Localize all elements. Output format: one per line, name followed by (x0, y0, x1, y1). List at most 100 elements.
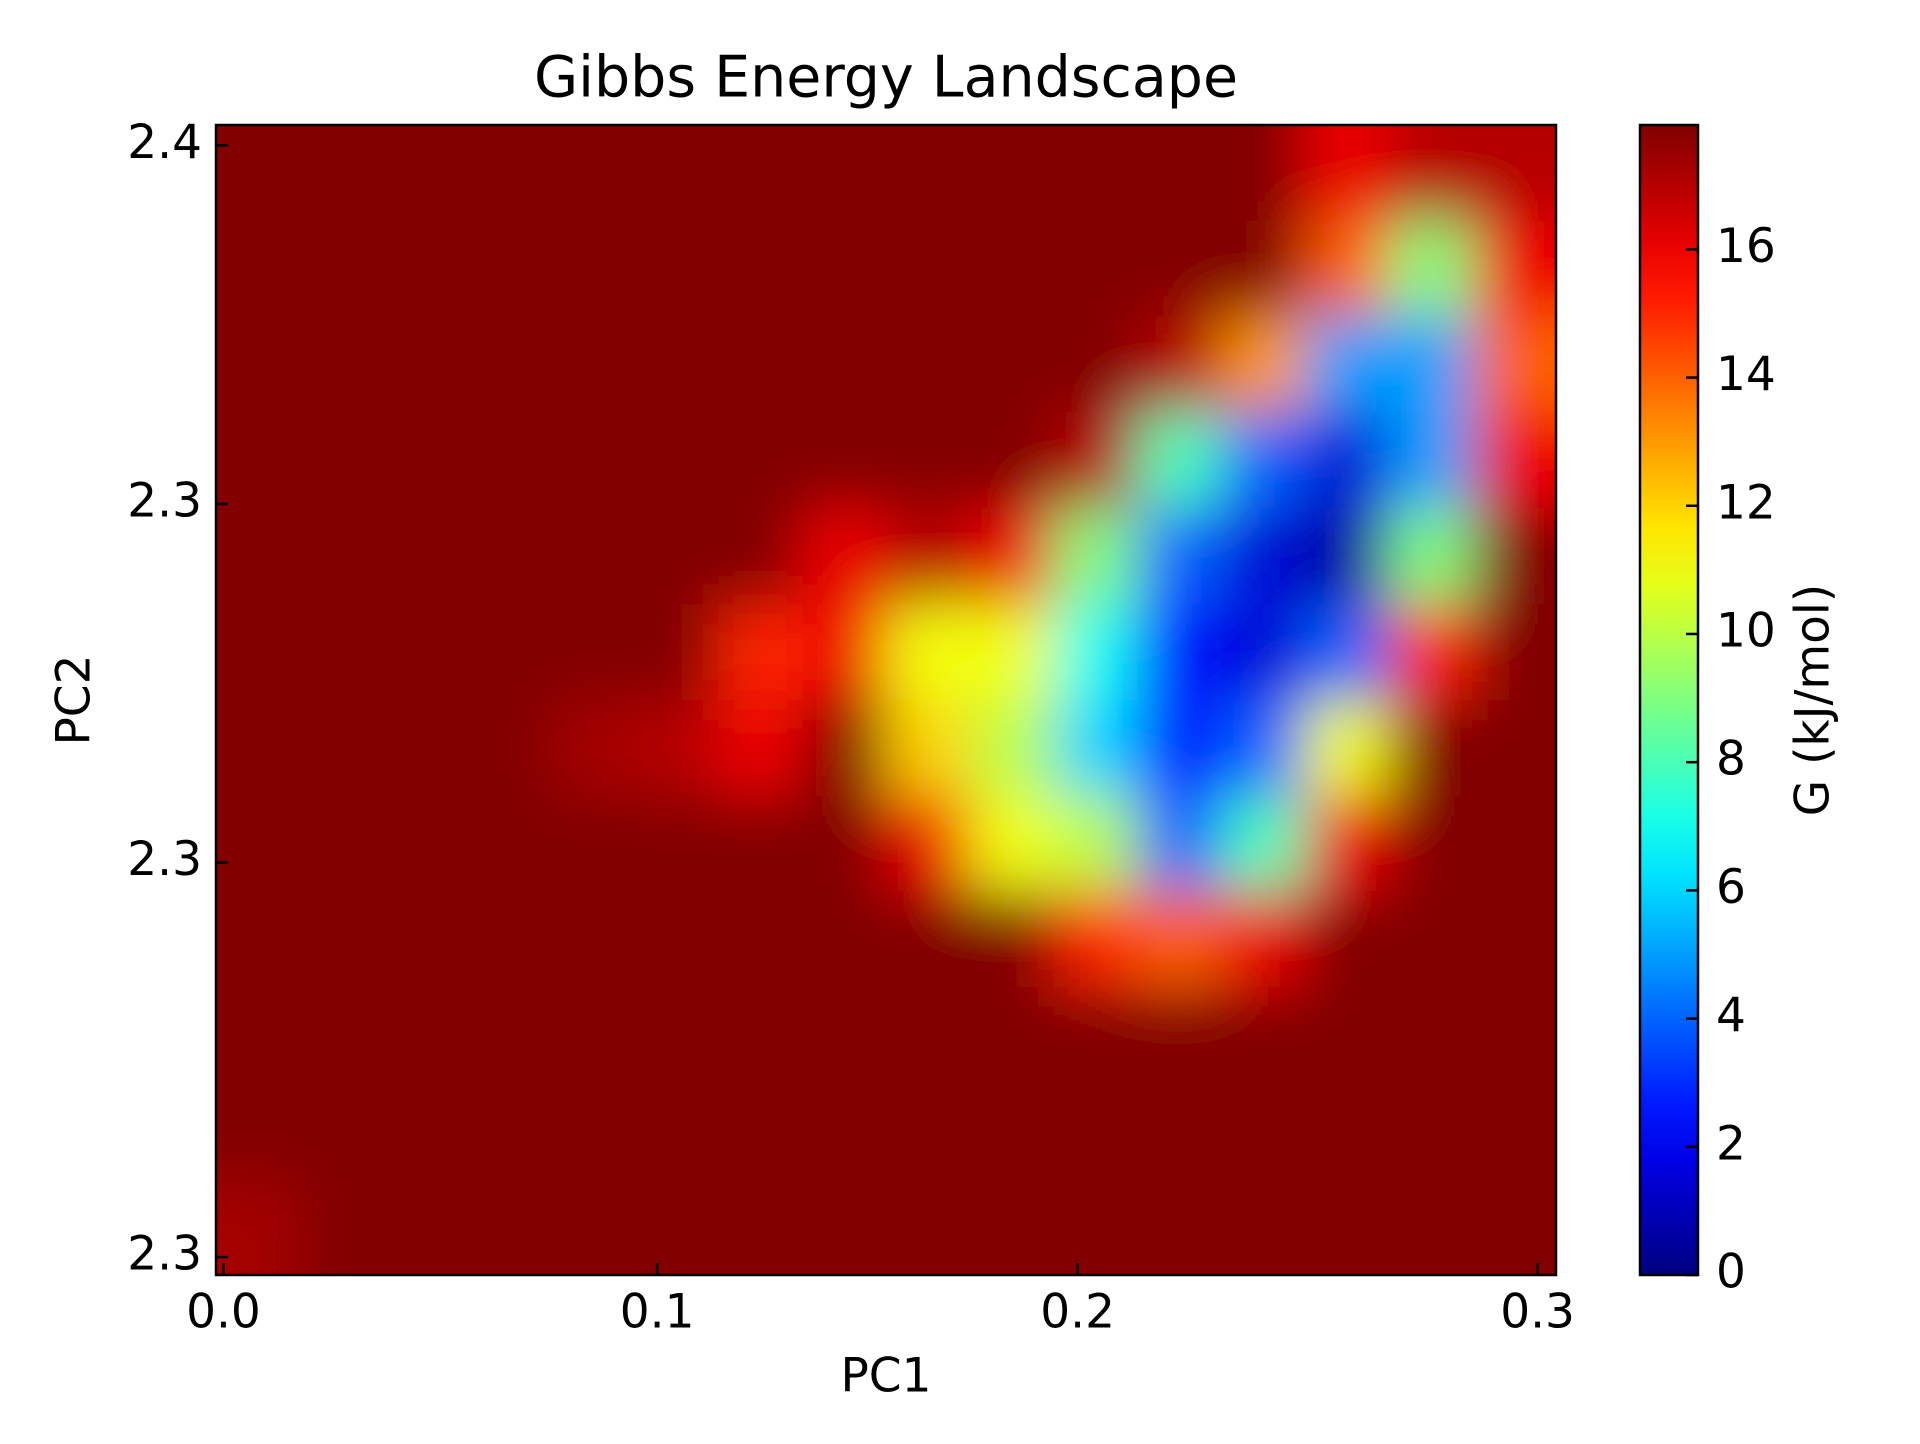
heatmap-cell (1388, 125, 1473, 222)
heatmap-cell (1304, 125, 1389, 222)
heatmap-cell (718, 891, 803, 988)
heatmap-cell (1388, 220, 1473, 317)
heatmap-cell (1472, 316, 1556, 413)
y-axis-label: PC2 (47, 654, 102, 745)
heatmap-cell (969, 795, 1055, 892)
heatmap-cell (1137, 125, 1222, 222)
heatmap-cell (467, 986, 552, 1084)
heatmap-cell (299, 604, 385, 701)
heatmap-cell (1304, 508, 1389, 605)
heatmap-cell (1472, 508, 1556, 605)
heatmap-cell (718, 795, 803, 892)
heatmap-cell (1137, 604, 1222, 701)
heatmap-cell (299, 508, 385, 605)
heatmap-cell (467, 700, 552, 797)
heatmap-cell (634, 604, 720, 701)
heatmap-cell (886, 891, 971, 988)
heatmap-cell (969, 411, 1055, 509)
heatmap-cell (551, 604, 636, 701)
axes: 0.0 0.1 0.2 0.3 2.4 2.3 2.3 2.3 0 2 4 6 8 10 12 14 16 (127, 115, 1776, 1340)
heatmap-cell (1388, 891, 1473, 988)
heatmap-cell (634, 220, 720, 317)
heatmap-cell (1221, 1179, 1306, 1275)
chart-title: Gibbs Energy Landscape (534, 45, 1238, 111)
plot-area (216, 125, 1556, 1275)
heatmap-cell (718, 1083, 803, 1180)
heatmap-cell (467, 604, 552, 701)
heatmap-cell (718, 316, 803, 413)
heatmap-cell (1388, 508, 1473, 605)
heatmap-cell (551, 316, 636, 413)
heatmap-cell (886, 508, 971, 605)
heatmap-cell (1304, 1179, 1389, 1275)
x-tick-label: 0.0 (186, 1285, 261, 1340)
heatmap-cell (216, 1083, 301, 1180)
heatmap-cell (1221, 891, 1306, 988)
heatmap-cell (886, 125, 971, 222)
heatmap-cell (1472, 1179, 1556, 1275)
heatmap-cell (299, 700, 385, 797)
colorbar-label: G (kJ/mol) (1786, 584, 1841, 817)
heatmap-cell (1472, 220, 1556, 317)
colorbar-tick-label: 4 (1716, 988, 1746, 1043)
heatmap-cell (551, 1179, 636, 1275)
heatmap-cell (634, 795, 720, 892)
heatmap-cell (1221, 316, 1306, 413)
heatmap-cell (299, 1179, 385, 1275)
heatmap-cell (1053, 795, 1138, 892)
x-tick-label: 0.2 (1040, 1285, 1115, 1340)
heatmap-cell (467, 795, 552, 892)
heatmap-cell (1388, 795, 1473, 892)
heatmap-cell (634, 125, 720, 222)
heatmap-cell (383, 604, 468, 701)
heatmap-cell (216, 316, 301, 413)
heatmap-cell (969, 316, 1055, 413)
heatmap-cell (634, 411, 720, 509)
colorbar-tick-label: 12 (1716, 475, 1776, 530)
heatmap-cell (551, 891, 636, 988)
y-tick-label: 2.3 (127, 473, 202, 528)
heatmap-cell (886, 604, 971, 701)
heatmap-cell (802, 220, 887, 317)
heatmap-cell (551, 1083, 636, 1180)
heatmap-cell (969, 604, 1055, 701)
y-tick-label: 2.3 (127, 1227, 202, 1282)
heatmap-cell (1388, 1179, 1473, 1275)
heatmap-cell (1137, 795, 1222, 892)
heatmap-cell (299, 125, 385, 222)
heatmap-cell (969, 125, 1055, 222)
heatmap-cell (886, 1083, 971, 1180)
heatmap-cell (551, 125, 636, 222)
heatmap-cell (1221, 795, 1306, 892)
heatmap-cell (1388, 1083, 1473, 1180)
heatmap-cell (1053, 604, 1138, 701)
heatmap-cell (1137, 700, 1222, 797)
heatmap-cell (634, 986, 720, 1084)
heatmap-cell (1053, 316, 1138, 413)
heatmap-cell (299, 411, 385, 509)
heatmap-cell (1221, 700, 1306, 797)
heatmap-cell (299, 986, 385, 1084)
heatmap-cell (1472, 125, 1556, 222)
heatmap-cell (718, 220, 803, 317)
heatmap-cell (1053, 411, 1138, 509)
heatmap-cell (467, 125, 552, 222)
heatmap-cell (299, 316, 385, 413)
heatmap-cell (1221, 411, 1306, 509)
heatmap-cell (383, 411, 468, 509)
heatmap-cell (1053, 986, 1138, 1084)
colorbar-tick-label: 0 (1716, 1245, 1746, 1300)
heatmap-cell (467, 316, 552, 413)
heatmap-cell (718, 986, 803, 1084)
heatmap-cell (1304, 604, 1389, 701)
heatmap-cell (467, 508, 552, 605)
heatmap-cell (216, 508, 301, 605)
heatmap-cell (1388, 604, 1473, 701)
heatmap-cell (1304, 220, 1389, 317)
heatmap-cell (467, 1083, 552, 1180)
heatmap-cell (1221, 125, 1306, 222)
heatmap-cell (1053, 125, 1138, 222)
heatmap-cell (802, 795, 887, 892)
heatmap-cell (299, 220, 385, 317)
